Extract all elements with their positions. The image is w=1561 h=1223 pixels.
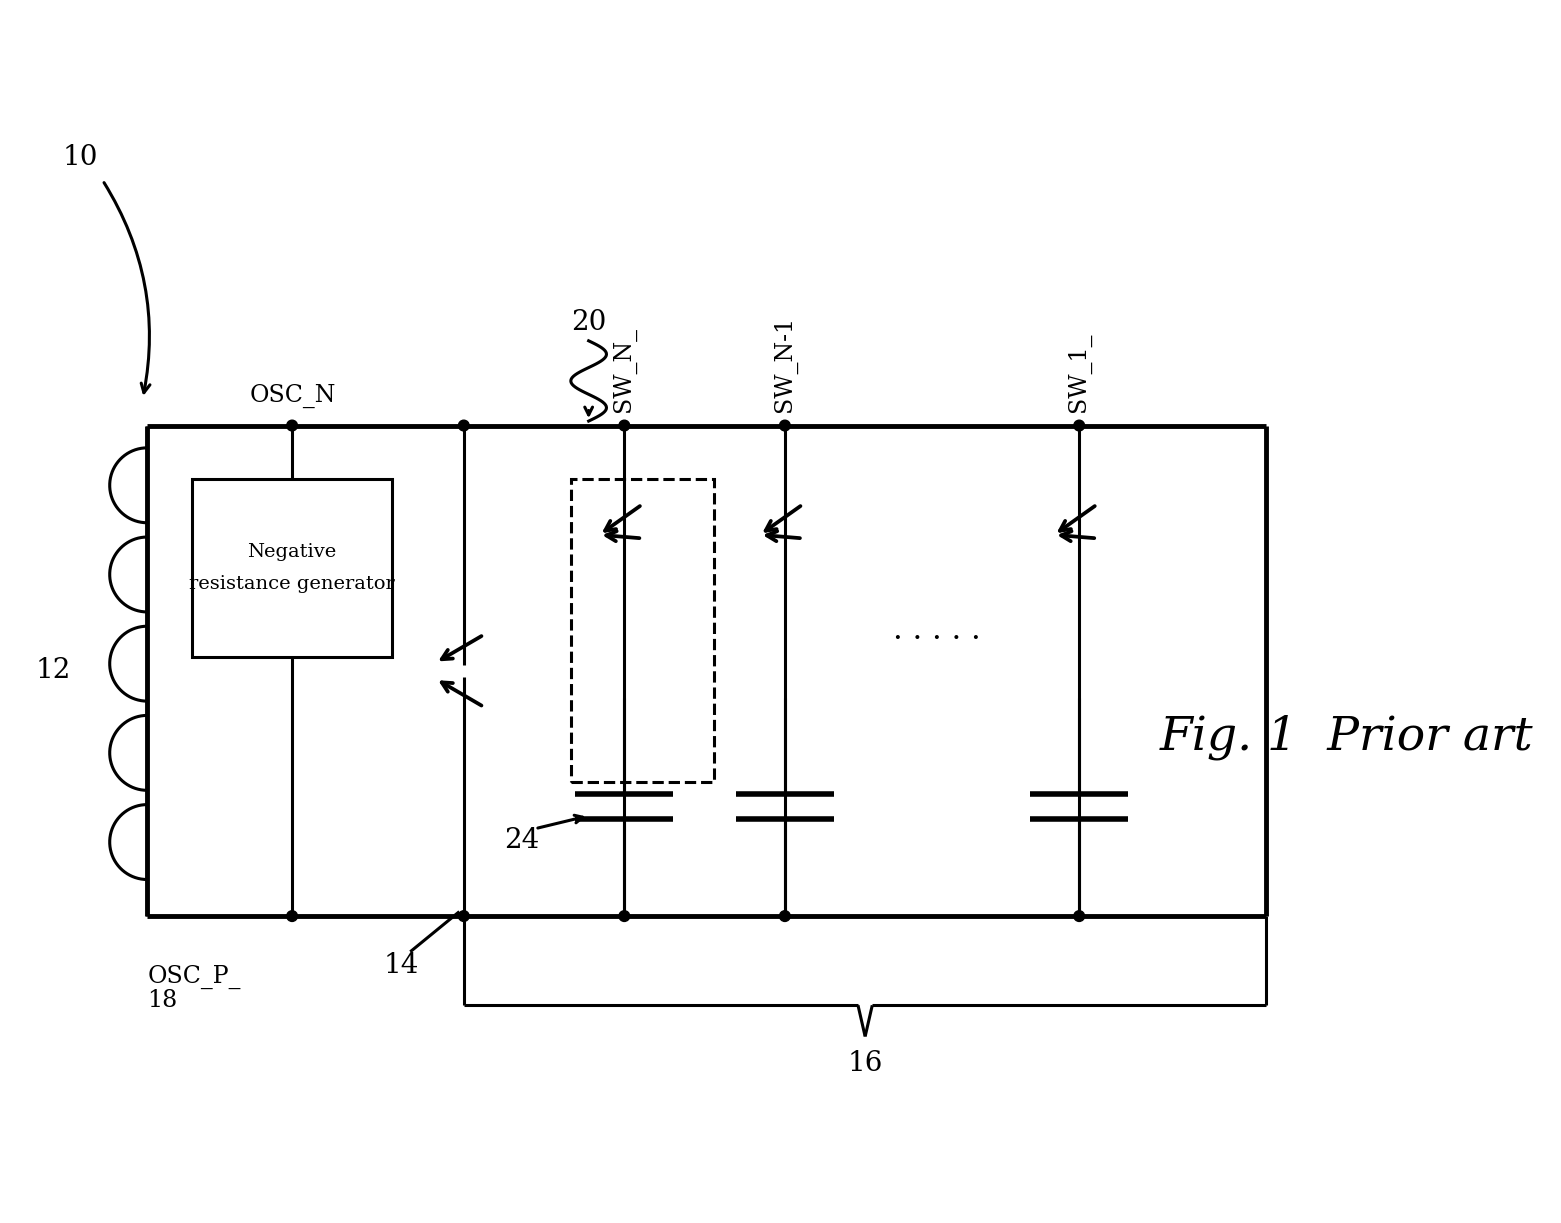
Circle shape [1074, 911, 1085, 921]
Text: resistance generator: resistance generator [189, 575, 395, 593]
Text: 20: 20 [571, 309, 606, 336]
Bar [571, 479, 713, 783]
Circle shape [459, 421, 470, 430]
Text: Negative: Negative [248, 543, 337, 561]
Circle shape [459, 911, 470, 921]
Circle shape [620, 421, 629, 430]
Text: 18: 18 [147, 989, 178, 1013]
Text: 24: 24 [504, 827, 540, 854]
Text: 12: 12 [36, 657, 72, 685]
Text: OSC_N: OSC_N [250, 384, 336, 407]
Circle shape [1074, 421, 1085, 430]
Circle shape [779, 421, 790, 430]
Text: Fig. 1  Prior art: Fig. 1 Prior art [1160, 715, 1533, 761]
Text: OSC_P_: OSC_P_ [147, 965, 240, 989]
Bar [192, 479, 392, 658]
Text: 14: 14 [384, 951, 418, 978]
Circle shape [287, 421, 298, 430]
Circle shape [779, 911, 790, 921]
Circle shape [620, 911, 629, 921]
Circle shape [287, 911, 298, 921]
Text: SW_N-1: SW_N-1 [773, 316, 798, 412]
Text: 10: 10 [62, 144, 98, 171]
Text: · · · · ·: · · · · · [893, 624, 980, 656]
Text: 16: 16 [848, 1049, 884, 1077]
Text: SW_N_: SW_N_ [612, 328, 637, 412]
Text: SW_1_: SW_1_ [1068, 333, 1091, 412]
